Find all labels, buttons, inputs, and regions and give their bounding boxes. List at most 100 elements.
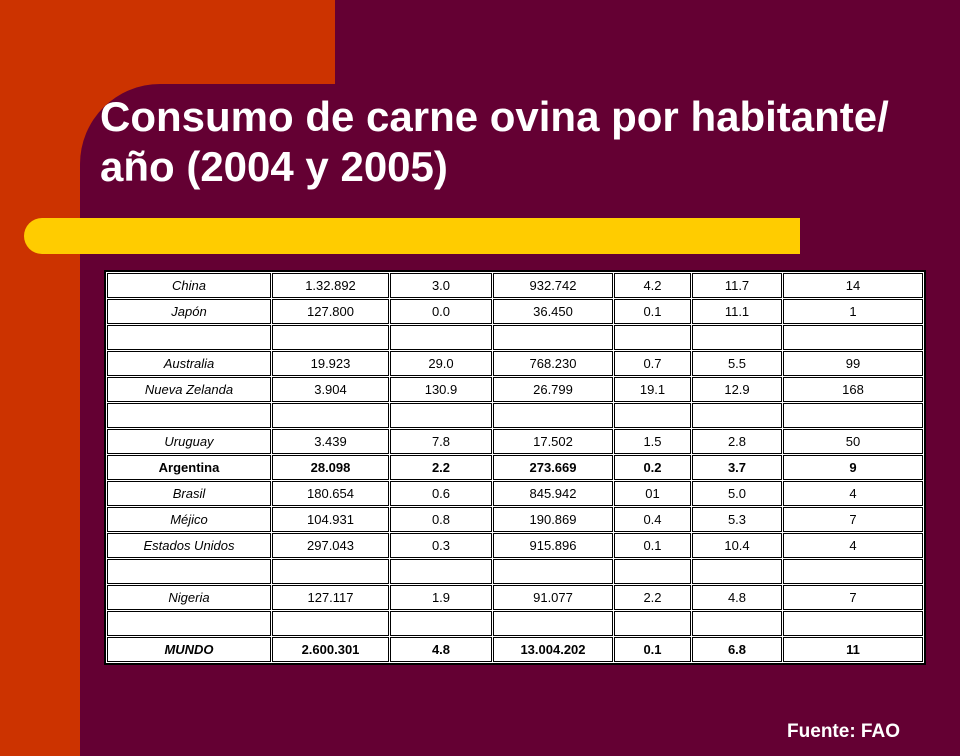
table-row-empty [107,611,923,636]
table-cell-country: China [107,273,271,298]
table-cell-value: 0.1 [614,533,691,558]
table-cell-value [272,325,389,350]
table-cell-value [692,403,782,428]
table-cell-value [272,403,389,428]
table-row: Estados Unidos 297.043 0.3 915.896 0.1 10.4 4 [107,533,923,558]
table-row: Méjico 104.931 0.8 190.869 0.4 5.3 7 [107,507,923,532]
table-cell-value: 4.2 [614,273,691,298]
table-cell-value: 0.2 [614,455,691,480]
slide-title: Consumo de carne ovina por habitante/ añ… [100,93,889,190]
table-cell-country: Japón [107,299,271,324]
table-row: Uruguay 3.439 7.8 17.502 1.5 2.8 50 [107,429,923,454]
table-cell-value: 10.4 [692,533,782,558]
table-cell-value: 36.450 [493,299,613,324]
table-cell-value: 297.043 [272,533,389,558]
table-cell-value: 3.0 [390,273,492,298]
table-cell-value: 0.0 [390,299,492,324]
table-cell-value: 104.931 [272,507,389,532]
table-cell-value [390,325,492,350]
table-cell-country [107,403,271,428]
table-row-empty [107,403,923,428]
table-row: MUNDO 2.600.301 4.8 13.004.202 0.1 6.8 11 [107,637,923,662]
table-cell-value: 4 [783,481,923,506]
table-cell-value: 0.6 [390,481,492,506]
consumption-table-container: China 1.32.892 3.0 932.742 4.2 11.7 14 Japón 127… [104,270,926,665]
table-cell-value: 127.800 [272,299,389,324]
table-cell-value: 130.9 [390,377,492,402]
table-cell-value: 5.0 [692,481,782,506]
table-cell-country: Australia [107,351,271,376]
table-cell-value [692,611,782,636]
table-row: Nueva Zelanda 3.904 130.9 26.799 19.1 12.9 168 [107,377,923,402]
table-cell-country: Méjico [107,507,271,532]
table-cell-value [493,559,613,584]
table-row: Argentina 28.098 2.2 273.669 0.2 3.7 9 [107,455,923,480]
table-cell-value: 11.7 [692,273,782,298]
table-cell-value: 3.904 [272,377,389,402]
table-cell-country: Brasil [107,481,271,506]
table-cell-value: 0.7 [614,351,691,376]
table-cell-value: 5.3 [692,507,782,532]
table-cell-value [493,403,613,428]
table-cell-value: 2.2 [390,455,492,480]
table-row: Brasil 180.654 0.6 845.942 01 5.0 4 [107,481,923,506]
table-cell-value: 28.098 [272,455,389,480]
table-cell-value [614,559,691,584]
table-cell-value: 5.5 [692,351,782,376]
table-cell-value [614,325,691,350]
table-cell-value: 180.654 [272,481,389,506]
table-cell-value: 1.5 [614,429,691,454]
table-cell-value [493,325,613,350]
table-cell-value: 17.502 [493,429,613,454]
table-cell-value: 01 [614,481,691,506]
table-cell-value: 0.4 [614,507,691,532]
table-cell-value: 4.8 [692,585,782,610]
table-cell-country: Argentina [107,455,271,480]
table-cell-value: 6.8 [692,637,782,662]
table-cell-value [783,403,923,428]
table-cell-value: 19.923 [272,351,389,376]
table-cell-value: 768.230 [493,351,613,376]
table-cell-value [390,611,492,636]
table-cell-country [107,611,271,636]
table-row: Nigeria 127.117 1.9 91.077 2.2 4.8 7 [107,585,923,610]
table-cell-value [272,559,389,584]
table-cell-value: 4 [783,533,923,558]
table-cell-value: 2.600.301 [272,637,389,662]
table-cell-country: Nigeria [107,585,271,610]
table-cell-value: 3.7 [692,455,782,480]
table-cell-country [107,559,271,584]
table-cell-value: 168 [783,377,923,402]
table-cell-value [692,325,782,350]
table-cell-value [783,611,923,636]
table-cell-value: 11 [783,637,923,662]
table-cell-value [783,559,923,584]
table-cell-value [783,325,923,350]
table-cell-value: 845.942 [493,481,613,506]
table-cell-value [390,559,492,584]
table-cell-country: Uruguay [107,429,271,454]
table-cell-value: 99 [783,351,923,376]
table-cell-value [272,611,389,636]
table-cell-value: 932.742 [493,273,613,298]
table-cell-country: Nueva Zelanda [107,377,271,402]
table-cell-value: 91.077 [493,585,613,610]
table-cell-value: 29.0 [390,351,492,376]
table-cell-country [107,325,271,350]
table-cell-value: 14 [783,273,923,298]
table-cell-value: 0.8 [390,507,492,532]
table-cell-value: 7 [783,507,923,532]
table-row-empty [107,559,923,584]
table-cell-value: 0.1 [614,299,691,324]
table-cell-value: 7 [783,585,923,610]
table-cell-value: 190.869 [493,507,613,532]
table-cell-country: MUNDO [107,637,271,662]
table-cell-value [493,611,613,636]
table-cell-country: Estados Unidos [107,533,271,558]
table-body: China 1.32.892 3.0 932.742 4.2 11.7 14 Japón 127… [107,273,923,662]
table-cell-value: 0.3 [390,533,492,558]
table-cell-value: 0.1 [614,637,691,662]
table-row: China 1.32.892 3.0 932.742 4.2 11.7 14 [107,273,923,298]
table-cell-value: 7.8 [390,429,492,454]
table-cell-value: 2.2 [614,585,691,610]
